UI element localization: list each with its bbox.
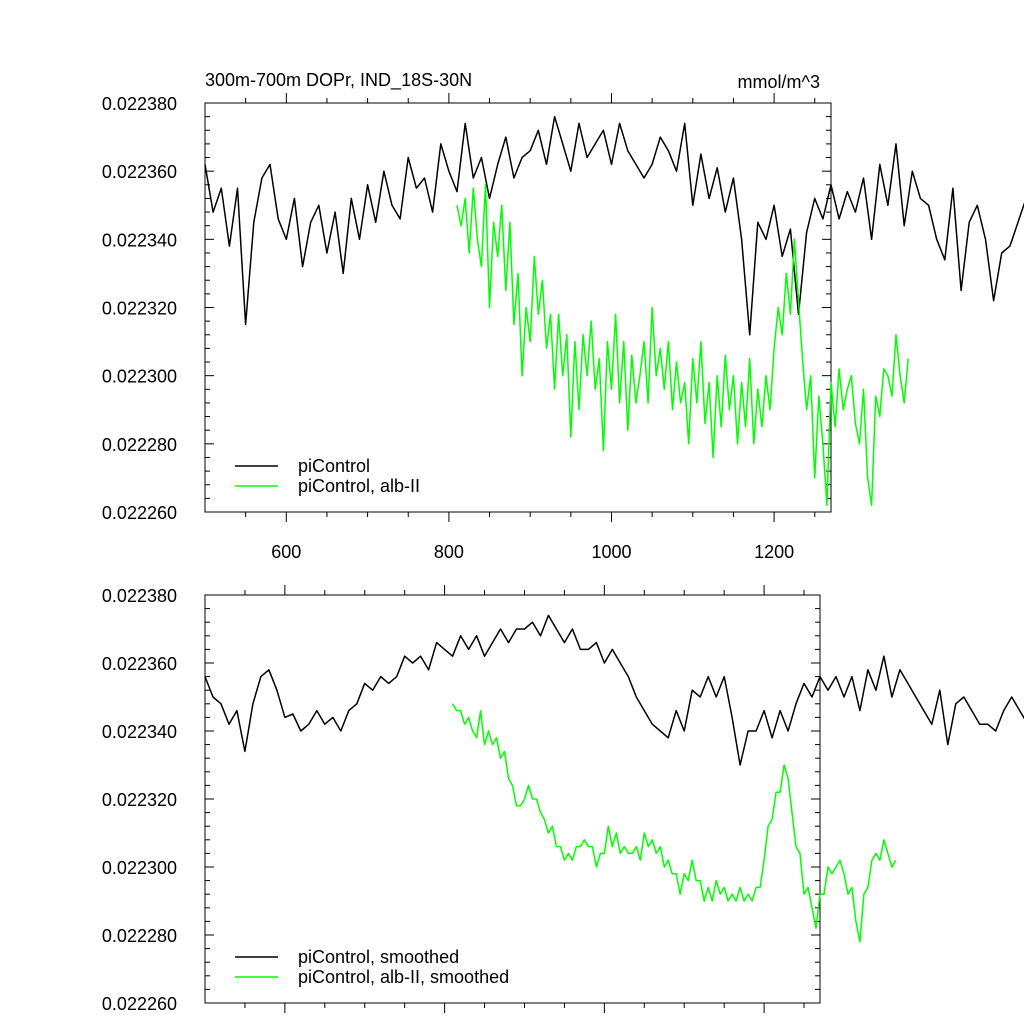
units-label: mmol/m^3 <box>738 72 820 92</box>
y-tick-label: 0.022320 <box>102 299 177 319</box>
chart-title: 300m-700m DOPr, IND_18S-30N <box>205 70 472 91</box>
y-tick-label: 0.022280 <box>102 435 177 455</box>
plot-frame-bottom <box>204 594 821 1004</box>
legend-label-1: piControl, alb-II <box>298 476 420 496</box>
x-tick-label: 800 <box>434 542 464 562</box>
x-tick-label: 600 <box>271 542 301 562</box>
y-tick-label: 0.022300 <box>102 367 177 387</box>
series-line-0 <box>204 614 1024 766</box>
x-tick-label: 1200 <box>754 542 794 562</box>
plot-frame-top <box>204 102 832 513</box>
top-panel: 300m-700m DOPr, IND_18S-30N mmol/m^3 0.0… <box>102 70 1024 562</box>
x-tick-label: 1000 <box>591 542 631 562</box>
y-tick-label: 0.022280 <box>102 926 177 946</box>
y-tick-label: 0.022380 <box>102 586 177 606</box>
y-tick-label: 0.022300 <box>102 858 177 878</box>
y-tick-label: 0.022260 <box>102 503 177 523</box>
legend-label-0: piControl, smoothed <box>298 947 459 967</box>
y-tick-label: 0.022320 <box>102 790 177 810</box>
y-tick-label: 0.022380 <box>102 94 177 114</box>
y-tick-label: 0.022360 <box>102 162 177 182</box>
legend-label-1: piControl, alb-II, smoothed <box>298 967 509 987</box>
series-line-0 <box>204 115 1024 336</box>
legend-label-0: piControl <box>298 456 370 476</box>
bottom-panel: 0.022260 0.022280 0.022300 0.022320 0.022340… <box>102 585 1024 1014</box>
series-line-1 <box>456 184 909 506</box>
y-tick-label: 0.022360 <box>102 654 177 674</box>
series-line-1 <box>451 703 897 943</box>
y-tick-label: 0.022260 <box>102 994 177 1014</box>
y-tick-label: 0.022340 <box>102 230 177 250</box>
y-tick-label: 0.022340 <box>102 722 177 742</box>
